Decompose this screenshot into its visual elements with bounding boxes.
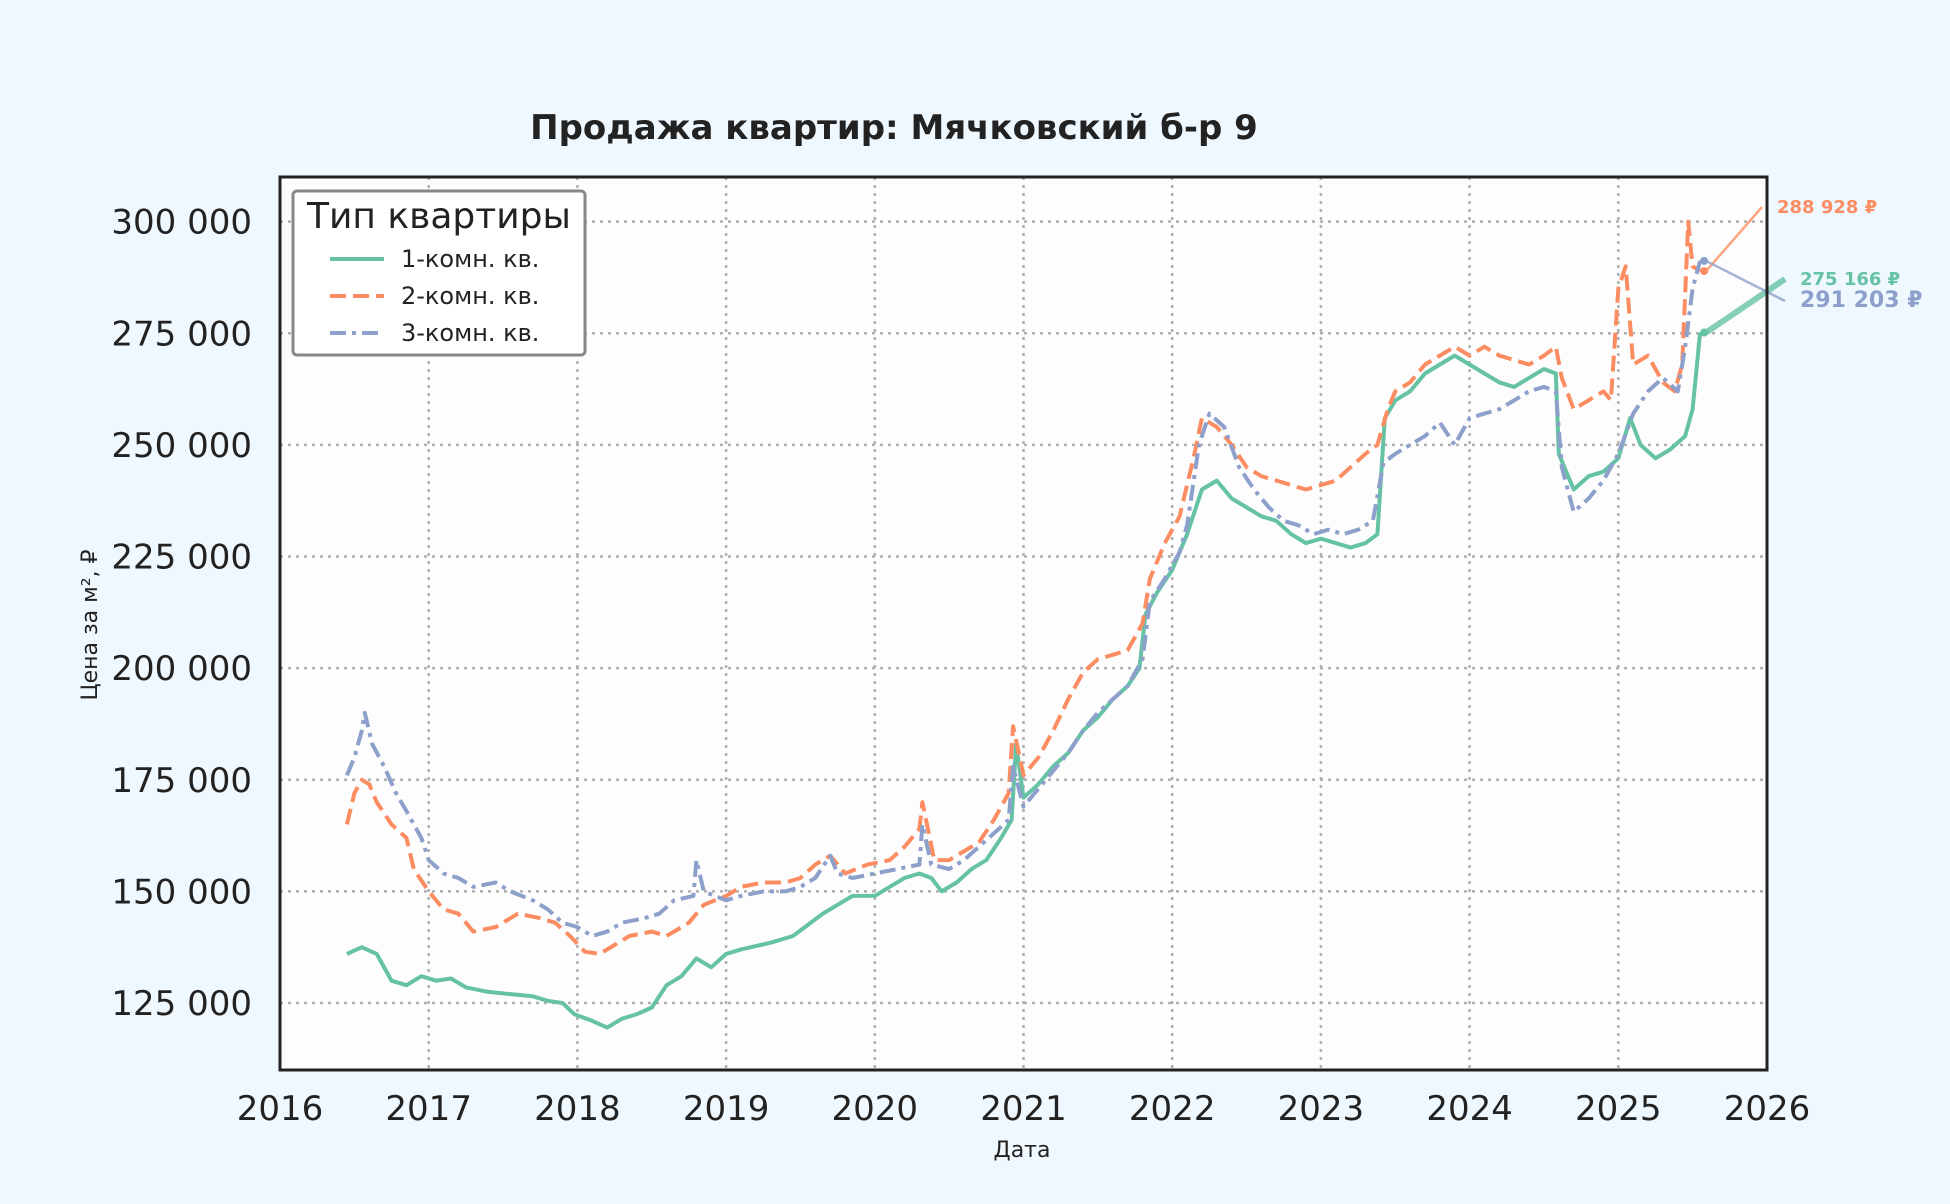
annotation-label: 291 203 ₽ — [1800, 288, 1922, 313]
x-tick-label: 2022 — [1129, 1089, 1216, 1129]
x-tick-label: 2026 — [1724, 1089, 1811, 1129]
annotation-marker — [1700, 267, 1709, 276]
x-tick-label: 2018 — [534, 1089, 621, 1129]
x-axis-label: Дата — [994, 1138, 1051, 1163]
y-axis-ticks: 125 000 150 000 175 000 200 000 225 000 250 0… — [111, 203, 252, 1024]
legend-label-2: 2-комн. кв. — [401, 282, 539, 310]
legend: Тип квартиры 1-комн. кв. 2-комн. кв. 3-ком… — [291, 189, 587, 357]
series-line-2 — [344, 219, 1702, 956]
series-line-1 — [346, 332, 1703, 1030]
x-tick-label: 2025 — [1575, 1089, 1662, 1129]
series-group — [344, 219, 1703, 1030]
annotation-marker — [1700, 256, 1709, 265]
x-axis-ticks: 2016 2017 2018 2019 2020 2021 2022 2023 2024 2025… — [237, 1089, 1811, 1129]
x-tick-label: 2024 — [1426, 1089, 1513, 1129]
y-tick-label: 275 000 — [111, 314, 252, 354]
x-tick-label: 2023 — [1278, 1089, 1365, 1129]
annotation-label: 275 166 ₽ — [1800, 269, 1900, 290]
y-axis-label: Цена за м², ₽ — [78, 549, 103, 700]
legend-label-3: 3-комн. кв. — [401, 319, 539, 347]
y-tick-label: 150 000 — [111, 872, 252, 912]
x-tick-label: 2017 — [385, 1089, 472, 1129]
legend-label-1: 1-комн. кв. — [401, 245, 539, 273]
x-tick-label: 2016 — [237, 1089, 324, 1129]
y-tick-label: 300 000 — [111, 203, 252, 243]
y-tick-label: 200 000 — [111, 649, 252, 689]
annotation-marker — [1700, 328, 1709, 337]
x-tick-label: 2019 — [683, 1089, 770, 1129]
y-tick-label: 125 000 — [111, 984, 252, 1024]
x-tick-label: 2020 — [832, 1089, 919, 1129]
y-tick-label: 175 000 — [111, 761, 252, 801]
series-line-3 — [345, 260, 1703, 938]
annotation-leader — [1705, 206, 1763, 272]
annotation-leader — [1704, 276, 1787, 336]
y-tick-label: 225 000 — [111, 538, 252, 578]
y-tick-label: 250 000 — [111, 426, 252, 466]
x-tick-label: 2021 — [980, 1089, 1067, 1129]
legend-box — [291, 189, 587, 357]
annotations: 288 928 ₽ 275 166 ₽291 203 ₽ — [1700, 197, 1922, 337]
legend-title: Тип квартиры — [306, 196, 571, 237]
plot-frame — [278, 175, 1769, 1072]
annotation-leader — [1705, 259, 1786, 303]
annotation-label: 288 928 ₽ — [1777, 197, 1877, 218]
chart-title: Продажа квартир: Мячковский б-р 9 — [530, 108, 1258, 148]
